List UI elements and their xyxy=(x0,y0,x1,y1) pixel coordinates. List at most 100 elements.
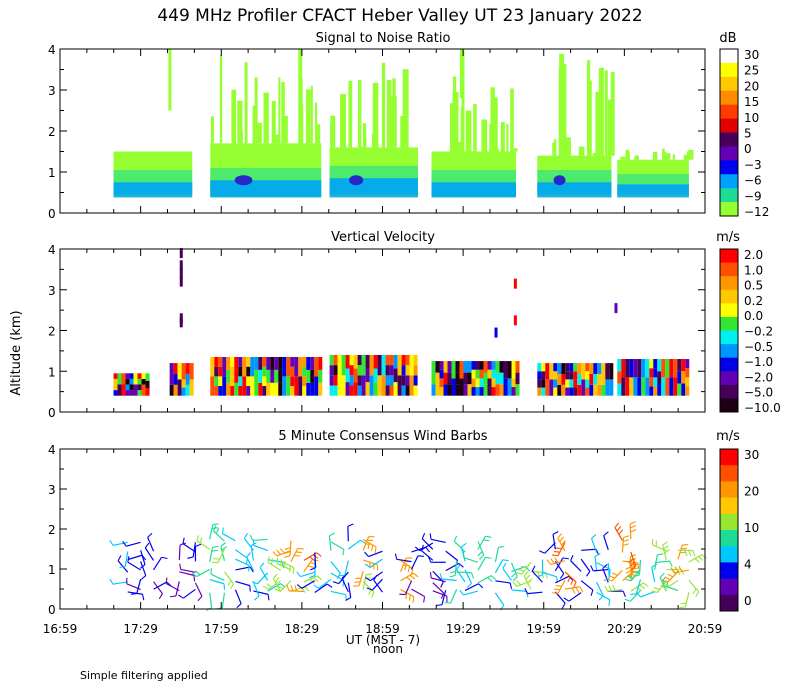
vv-cell xyxy=(214,356,219,367)
wind-barb-flag xyxy=(109,539,114,546)
wind-barb-flag xyxy=(367,542,370,550)
vv-cell xyxy=(585,379,590,388)
wind-barb-flag xyxy=(611,572,618,576)
vv-cell xyxy=(302,386,307,396)
vv-cell xyxy=(169,363,174,374)
vv-cell xyxy=(389,385,394,396)
vv-cell xyxy=(310,369,315,383)
vv-cell xyxy=(495,372,500,385)
vv-point xyxy=(513,278,517,289)
wind-barb-flag xyxy=(197,596,203,602)
vv-cell xyxy=(298,376,303,396)
wind-barb-flag xyxy=(406,576,412,582)
vv-cell xyxy=(561,384,566,396)
vv-cell xyxy=(393,382,398,396)
x-axis-label: UT (MST - 7) xyxy=(346,633,420,647)
wind-barb-flag xyxy=(435,604,443,606)
vv-cell xyxy=(561,373,566,385)
vv-cell xyxy=(499,372,504,385)
vv-cell xyxy=(173,363,178,374)
snr-region xyxy=(281,82,285,144)
vv-cell xyxy=(373,354,378,369)
vv-cell xyxy=(234,369,239,383)
wind-barb xyxy=(235,558,250,566)
wind-barb xyxy=(431,577,446,583)
vv-cell xyxy=(254,369,259,383)
wind-barb-flag xyxy=(609,569,611,576)
wind-barb-flag xyxy=(625,570,632,574)
wind-barb xyxy=(654,560,670,564)
wind-barb-flag xyxy=(281,562,285,569)
vv-cell xyxy=(238,376,243,387)
wind-barb xyxy=(153,556,163,571)
wind-barb xyxy=(510,562,518,577)
vv-cell xyxy=(337,354,342,376)
vv-cell xyxy=(349,375,354,386)
vv-cell xyxy=(601,363,606,374)
colorbar-swatch xyxy=(720,132,738,147)
wind-barb-flag xyxy=(259,562,265,568)
vv-cell xyxy=(459,361,464,379)
wind-barb-flag xyxy=(692,588,697,595)
footer-note: Simple filtering applied xyxy=(80,669,208,682)
vv-cell xyxy=(121,384,126,396)
vv-cell xyxy=(397,354,402,376)
wind-barb xyxy=(445,550,458,561)
panel-title-vertical-velocity: Vertical Velocity xyxy=(331,230,435,245)
wind-barb-flag xyxy=(633,570,640,574)
vv-cell xyxy=(451,378,456,396)
vv-cell xyxy=(569,363,574,372)
vv-cell xyxy=(377,375,382,396)
vv-cell xyxy=(306,369,311,383)
vv-cell xyxy=(685,386,690,396)
snr-region xyxy=(263,92,269,144)
snr-region xyxy=(283,115,288,144)
vertical-velocity-colorbar: 2.01.0 0.50.20.0 −0.2−0.5−1.0−2.0 −5.0−10.0 xyxy=(719,248,781,415)
vv-cell xyxy=(443,372,448,385)
vv-cell xyxy=(246,366,251,377)
wind-barb-flag xyxy=(562,557,569,560)
snr-region xyxy=(386,79,392,148)
wind-barb xyxy=(441,590,447,605)
wind-barb-flag xyxy=(364,563,371,568)
vv-cell xyxy=(633,359,638,378)
wind-barb xyxy=(370,571,383,582)
vv-cell xyxy=(649,359,654,369)
colorbar-swatch xyxy=(720,316,738,331)
vv-cell xyxy=(353,382,358,396)
vv-cell xyxy=(467,361,472,373)
vv-cell xyxy=(557,384,562,396)
vv-cell xyxy=(637,377,642,396)
snr-region xyxy=(299,104,304,144)
vv-cell xyxy=(389,375,394,386)
x-tick-label: 18:59 xyxy=(365,622,400,636)
wind-barb-flag xyxy=(502,559,509,562)
wind-barb-flag xyxy=(251,581,258,585)
vv-cell xyxy=(641,377,646,396)
vv-cell xyxy=(270,382,275,396)
vv-cell xyxy=(657,371,662,384)
vv-cell xyxy=(385,385,390,396)
colorbar-swatch xyxy=(720,384,738,399)
wind-barb xyxy=(314,552,317,568)
vv-cell xyxy=(274,356,279,370)
panel-title-wind-barbs: 5 Minute Consensus Wind Barbs xyxy=(278,429,487,444)
wind-barb-flag xyxy=(606,578,613,582)
vv-cell xyxy=(553,387,558,396)
wind-barb-flag xyxy=(498,545,505,548)
vv-point xyxy=(179,260,183,271)
vv-cell xyxy=(125,378,130,385)
vv-cell xyxy=(302,366,307,377)
vv-cell xyxy=(413,375,418,386)
wind-barb-flag xyxy=(195,543,202,547)
wind-barb-flag xyxy=(364,551,369,557)
snr-region xyxy=(459,49,463,99)
wind-barb-flag xyxy=(243,533,248,539)
vv-cell xyxy=(617,383,622,396)
colorbar-swatch xyxy=(720,62,738,78)
snr-region xyxy=(496,148,500,152)
wind-barb xyxy=(192,542,197,558)
vv-cell xyxy=(329,365,334,376)
vv-cell xyxy=(541,363,546,372)
